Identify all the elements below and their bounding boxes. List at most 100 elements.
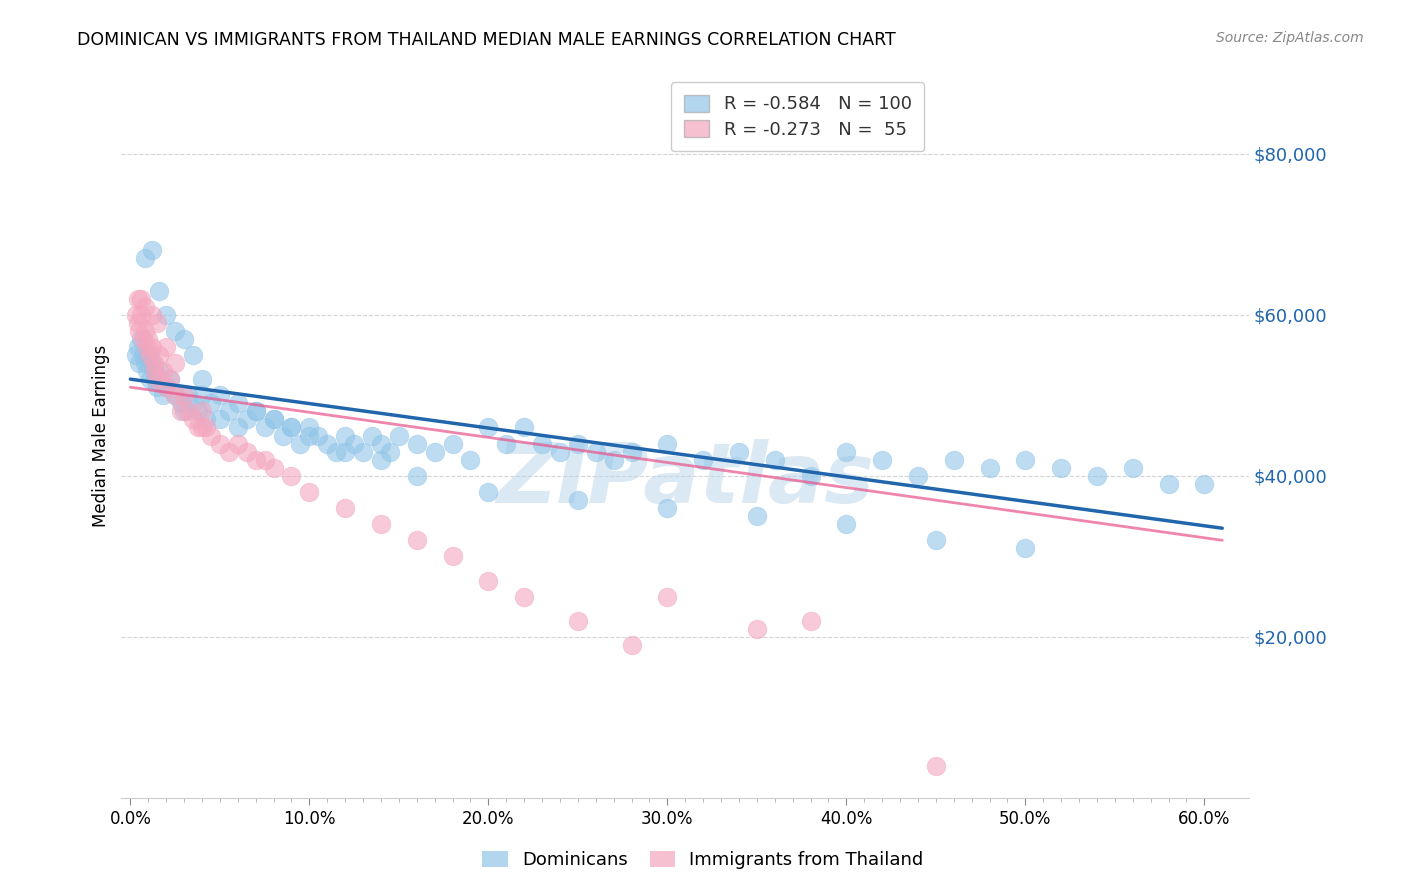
Point <box>620 638 643 652</box>
Point <box>226 420 249 434</box>
Point <box>245 452 267 467</box>
Point <box>1014 452 1036 467</box>
Point <box>728 444 751 458</box>
Point <box>942 452 965 467</box>
Point <box>159 372 181 386</box>
Point <box>263 460 285 475</box>
Point <box>139 372 162 386</box>
Point <box>290 436 312 450</box>
Point <box>441 436 464 450</box>
Point <box>191 420 214 434</box>
Point <box>148 364 170 378</box>
Point <box>495 436 517 450</box>
Legend: Dominicans, Immigrants from Thailand: Dominicans, Immigrants from Thailand <box>474 842 932 879</box>
Point <box>148 284 170 298</box>
Point <box>1122 460 1144 475</box>
Point <box>187 404 209 418</box>
Point <box>835 444 858 458</box>
Y-axis label: Median Male Earnings: Median Male Earnings <box>93 344 110 526</box>
Point <box>907 468 929 483</box>
Point <box>745 509 768 524</box>
Point <box>134 356 156 370</box>
Point <box>132 332 155 346</box>
Point <box>657 436 679 450</box>
Point <box>1194 476 1216 491</box>
Point <box>548 444 571 458</box>
Point <box>125 308 148 322</box>
Point <box>155 380 177 394</box>
Point <box>127 340 149 354</box>
Point <box>405 533 427 548</box>
Point <box>763 452 786 467</box>
Point <box>263 412 285 426</box>
Point <box>361 428 384 442</box>
Point <box>370 517 392 532</box>
Point <box>280 420 302 434</box>
Point <box>745 622 768 636</box>
Point <box>152 364 174 378</box>
Point <box>181 412 204 426</box>
Point <box>1157 476 1180 491</box>
Point <box>165 356 187 370</box>
Point <box>208 388 231 402</box>
Point <box>155 340 177 354</box>
Point <box>370 452 392 467</box>
Point <box>145 372 167 386</box>
Point <box>979 460 1001 475</box>
Point <box>146 380 169 394</box>
Point <box>141 356 163 370</box>
Point <box>405 436 427 450</box>
Point <box>135 340 157 354</box>
Point <box>141 340 163 354</box>
Point <box>200 396 222 410</box>
Point <box>173 388 195 402</box>
Point <box>176 404 198 418</box>
Point <box>460 452 482 467</box>
Point <box>298 420 321 434</box>
Point <box>169 404 191 418</box>
Point <box>1050 460 1073 475</box>
Point <box>245 404 267 418</box>
Point <box>835 517 858 532</box>
Text: DOMINICAN VS IMMIGRANTS FROM THAILAND MEDIAN MALE EARNINGS CORRELATION CHART: DOMINICAN VS IMMIGRANTS FROM THAILAND ME… <box>77 31 896 49</box>
Point <box>155 380 177 394</box>
Point <box>657 501 679 516</box>
Point <box>191 404 214 418</box>
Point <box>352 444 374 458</box>
Point <box>245 404 267 418</box>
Point <box>567 493 589 508</box>
Point <box>136 348 159 362</box>
Point <box>187 420 209 434</box>
Point <box>298 485 321 500</box>
Point <box>335 444 357 458</box>
Point <box>870 452 893 467</box>
Point <box>477 420 499 434</box>
Point <box>128 356 150 370</box>
Point <box>134 252 156 266</box>
Point <box>129 332 152 346</box>
Point <box>142 356 165 370</box>
Point <box>181 396 204 410</box>
Point <box>925 533 948 548</box>
Point <box>800 614 823 628</box>
Point <box>235 444 257 458</box>
Point <box>370 436 392 450</box>
Text: ZIPatlas: ZIPatlas <box>496 439 875 519</box>
Point <box>134 300 156 314</box>
Point <box>226 396 249 410</box>
Point <box>1085 468 1108 483</box>
Point <box>139 348 162 362</box>
Point <box>477 574 499 588</box>
Point <box>567 436 589 450</box>
Point <box>298 428 321 442</box>
Point <box>1014 541 1036 556</box>
Point <box>129 308 152 322</box>
Point <box>191 388 214 402</box>
Point <box>155 308 177 322</box>
Point <box>378 444 401 458</box>
Point <box>513 590 536 604</box>
Point <box>173 332 195 346</box>
Point <box>128 324 150 338</box>
Point <box>343 436 366 450</box>
Point <box>405 468 427 483</box>
